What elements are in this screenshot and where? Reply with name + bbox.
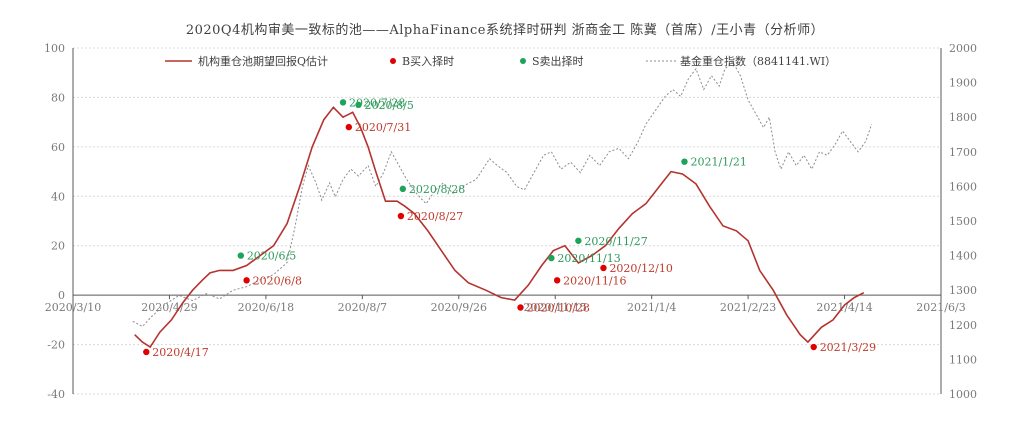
y-right-tick-label: 1700 (949, 146, 977, 159)
gridlines (73, 47, 941, 395)
y-right-tick-label: 1500 (949, 215, 977, 228)
y-left-tick-label: 0 (58, 289, 65, 302)
buy-label: 2020/10/28 (527, 302, 590, 315)
y-left-tick-label: 40 (51, 190, 65, 203)
x-tick-label: 2020/6/18 (238, 301, 294, 314)
buy-marker (600, 264, 607, 272)
main-series (134, 106, 865, 349)
sell-label: 2020/11/13 (557, 252, 620, 265)
x-tick-label: 2020/3/10 (45, 301, 101, 314)
y-right-tick-label: 1900 (949, 77, 977, 90)
y-left-tick-label: -40 (47, 388, 65, 401)
legend-index-label: 基金重仓指数（8841141.WI） (680, 54, 836, 68)
y-left-tick-label: 20 (51, 240, 65, 253)
buy-label: 2020/12/10 (609, 262, 672, 275)
legend-buy-label: B买入择时 (402, 54, 454, 68)
sell-marker (681, 158, 688, 165)
sell-marker (339, 99, 347, 106)
index-series-line (132, 61, 873, 328)
y-right-tick-label: 1300 (949, 284, 977, 297)
y-left-tick-label: 80 (51, 91, 65, 104)
sell-label: 2020/8/5 (364, 99, 413, 112)
y-right-tick-label: 2000 (949, 42, 977, 55)
sell-marker (237, 252, 245, 259)
y-right-tick-label: 1400 (949, 250, 977, 263)
sell-marker (548, 254, 555, 262)
buy-label: 2020/11/16 (563, 274, 626, 287)
index-series (132, 61, 873, 328)
x-tick-label: 2020/8/7 (338, 301, 387, 314)
legend-main-label: 机构重仓池期望回报Q估计 (198, 54, 328, 68)
x-tick-label: 2021/6/3 (916, 301, 965, 314)
main-series-line (134, 106, 865, 349)
legend: 机构重仓池期望回报Q估计 B买入择时 S卖出择时 基金重仓指数（8841141.… (165, 54, 836, 68)
sell-label: 2020/7/28 (349, 96, 405, 109)
sell-marker (575, 237, 582, 244)
x-tick-label: 2021/4/14 (816, 301, 872, 314)
axes: 100 80 60 40 20 0 -20 -40 2000 1900 1800 1700 1600 15… (44, 42, 977, 401)
sell-label: 2020/6/5 (247, 250, 296, 263)
sell-label: 2020/11/27 (584, 235, 647, 248)
buy-marker (517, 304, 524, 311)
chart-title: 2020Q4机构审美一致标的池——AlphaFinance系统择时研判 浙商金工… (186, 22, 824, 38)
y-right-tick-label: 1600 (949, 180, 977, 193)
sell-label: 2020/8/28 (409, 183, 465, 196)
buy-marker (345, 123, 353, 131)
sell-marker (399, 185, 407, 193)
y-left-tick-label: -20 (47, 339, 65, 352)
buy-label: 2020/8/27 (407, 210, 463, 223)
y-right-tick-label: 1800 (949, 111, 977, 124)
x-tick-label: 2020/11/15 (524, 301, 587, 314)
buy-label: 2020/4/17 (152, 346, 208, 359)
buy-marker (810, 343, 817, 351)
y-right-tick-label: 1000 (949, 388, 977, 401)
y-left-tick-label: 100 (44, 42, 65, 55)
legend-buy-swatch (390, 58, 396, 64)
legend-sell-swatch (520, 58, 526, 64)
buy-marker (553, 277, 561, 284)
y-right-tick-label: 1100 (949, 353, 977, 366)
buy-marker (143, 348, 150, 356)
buy-label: 2020/6/8 (253, 274, 302, 287)
sell-marker (355, 101, 362, 109)
buy-marker (397, 212, 405, 220)
buy-label: 2021/3/29 (820, 341, 876, 354)
buy-label: 2020/7/31 (355, 121, 411, 134)
x-tick-label: 2021/2/23 (720, 301, 776, 314)
x-tick-label: 2021/1/4 (627, 301, 676, 314)
legend-sell-label: S卖出择时 (532, 54, 584, 68)
y-left-tick-label: 60 (51, 141, 65, 154)
x-tick-label: 2020/9/26 (431, 301, 487, 314)
x-tick-label: 2020/4/29 (141, 301, 197, 314)
y-right-tick-label: 1200 (949, 319, 977, 332)
sell-label: 2021/1/21 (690, 156, 746, 169)
buy-marker (243, 277, 250, 284)
